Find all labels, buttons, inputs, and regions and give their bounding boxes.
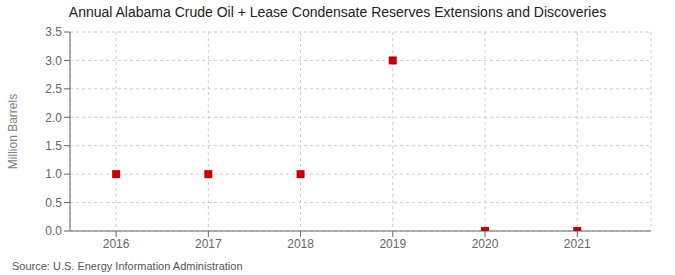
html-text:Source: U.S. Energy Informatio: Source: U.S. Energy Information Administ…: [12, 260, 243, 272]
svg-text:0.5: 0.5: [45, 196, 62, 210]
svg-text:2.5: 2.5: [45, 82, 62, 96]
svg-text:2018: 2018: [287, 237, 314, 251]
svg-text:0.0: 0.0: [45, 224, 62, 238]
svg-text:2021: 2021: [564, 237, 591, 251]
svg-text:2017: 2017: [195, 237, 222, 251]
svg-text:1.0: 1.0: [45, 167, 62, 181]
svg-text:2.0: 2.0: [45, 111, 62, 125]
svg-text:2016: 2016: [103, 237, 130, 251]
svg-text:2020: 2020: [472, 237, 499, 251]
svg-text:Million Barrels: Million Barrels: [6, 94, 20, 169]
svg-text:2019: 2019: [379, 237, 406, 251]
html-text:Annual Alabama Crude Oil + Lea: Annual Alabama Crude Oil + Lease Condens…: [68, 4, 607, 20]
svg-text:1.5: 1.5: [45, 139, 62, 153]
svg-text:3.5: 3.5: [45, 25, 62, 39]
svg-text:3.0: 3.0: [45, 54, 62, 68]
